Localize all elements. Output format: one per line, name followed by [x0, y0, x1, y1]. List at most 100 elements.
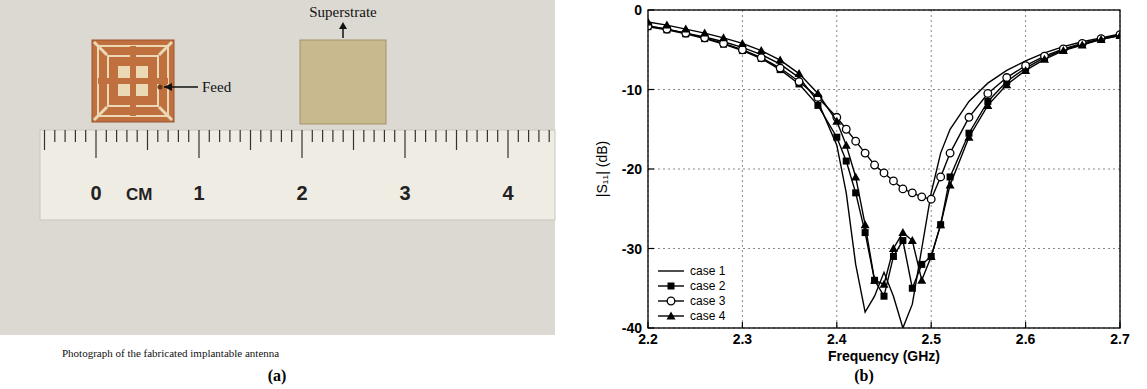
tick-mark [648, 248, 654, 249]
tick-mark [931, 322, 932, 328]
data-point [880, 169, 888, 177]
legend-label: case 3 [690, 294, 726, 308]
ruler-tick [322, 130, 323, 142]
data-point [918, 193, 926, 201]
data-point [871, 277, 878, 284]
series-line [648, 27, 1120, 297]
ruler-tick [106, 130, 107, 142]
ruler-tick [477, 130, 478, 142]
data-point [927, 195, 935, 203]
antenna-pattern [159, 42, 172, 55]
ruler-tick [168, 130, 169, 142]
ruler [40, 130, 555, 220]
photo-background [0, 0, 555, 335]
data-point [881, 293, 888, 300]
legend-marker [667, 312, 676, 320]
antenna-pattern [94, 42, 107, 55]
data-point [1078, 40, 1087, 48]
x-axis-title: Frequency (GHz) [828, 348, 940, 364]
data-point [861, 220, 870, 228]
ruler-tick [147, 130, 148, 150]
tick-label: 2.5 [921, 331, 941, 347]
ruler-tick [538, 130, 539, 142]
ruler-tick [425, 130, 426, 142]
ruler-tick [64, 130, 65, 142]
data-point [898, 228, 907, 236]
ruler-tick [85, 130, 86, 142]
caption: Photograph of the fabricated implantable… [62, 347, 279, 359]
ruler-tick [312, 130, 313, 142]
data-point [681, 25, 690, 33]
data-point [1059, 46, 1068, 54]
data-point [936, 220, 945, 228]
data-point [795, 78, 803, 86]
data-point [852, 137, 860, 145]
ruler-label: 2 [296, 182, 307, 204]
grid-line [836, 10, 837, 328]
data-layer [648, 17, 1120, 328]
ruler-tick [415, 130, 416, 142]
data-point [908, 236, 917, 244]
tick-label: -30 [622, 241, 642, 257]
superstrate-arrowhead [339, 22, 347, 29]
legend-marker [668, 283, 675, 290]
antenna [92, 40, 174, 122]
data-point [946, 149, 954, 157]
data-point [861, 149, 869, 157]
data-point [880, 280, 889, 288]
grid-line [742, 10, 743, 328]
data-point [795, 69, 804, 77]
ruler-tick [384, 130, 385, 142]
legend-label: case 1 [690, 264, 726, 278]
tick-label: 2.4 [827, 331, 847, 347]
figure: FeedSuperstrate0CM1234Photograph of the … [0, 0, 1147, 389]
feed-arrowhead [164, 83, 172, 91]
series-line [648, 22, 1120, 284]
ruler-label: 3 [399, 182, 410, 204]
ruler-tick [549, 130, 550, 142]
ruler-tick [188, 130, 189, 142]
data-point [917, 276, 926, 284]
data-point [739, 46, 747, 54]
ruler-tick [332, 130, 333, 142]
tick-label: -40 [622, 320, 642, 336]
data-point [757, 54, 765, 62]
photo-panel: FeedSuperstrate0CM1234 [0, 0, 555, 335]
data-point [909, 189, 917, 197]
ruler-tick [229, 130, 230, 142]
superstrate [300, 40, 386, 124]
ruler-tick [157, 130, 158, 142]
feed-label: Feed [202, 79, 232, 95]
data-point [719, 33, 728, 41]
ruler-tick [487, 130, 488, 142]
ruler-tick [198, 130, 199, 158]
tick-mark [742, 322, 743, 328]
ruler-tick [446, 130, 447, 142]
antenna-pattern [98, 78, 168, 84]
ruler-tick [250, 130, 251, 150]
ruler-tick [374, 130, 375, 142]
data-point [833, 134, 840, 141]
ruler-tick [497, 130, 498, 142]
data-point [1002, 80, 1011, 88]
tick-mark [836, 322, 837, 328]
ruler-tick [75, 130, 76, 142]
legend-label: case 2 [690, 279, 726, 293]
ruler-tick [137, 130, 138, 142]
grid-line [648, 248, 1120, 249]
panel-label: (b) [854, 367, 874, 385]
ruler-label: 1 [193, 182, 204, 204]
ruler-tick [260, 130, 261, 142]
data-point [1116, 31, 1121, 39]
ruler-tick [291, 130, 292, 142]
ruler-tick [95, 130, 96, 158]
tick-label: -10 [622, 82, 642, 98]
data-point [776, 56, 785, 64]
data-point [937, 173, 945, 181]
ruler-tick [343, 130, 344, 142]
data-point [1021, 66, 1030, 74]
antenna-pattern [94, 107, 107, 120]
data-point [1097, 35, 1106, 43]
data-point [965, 114, 973, 122]
data-point [946, 180, 955, 188]
